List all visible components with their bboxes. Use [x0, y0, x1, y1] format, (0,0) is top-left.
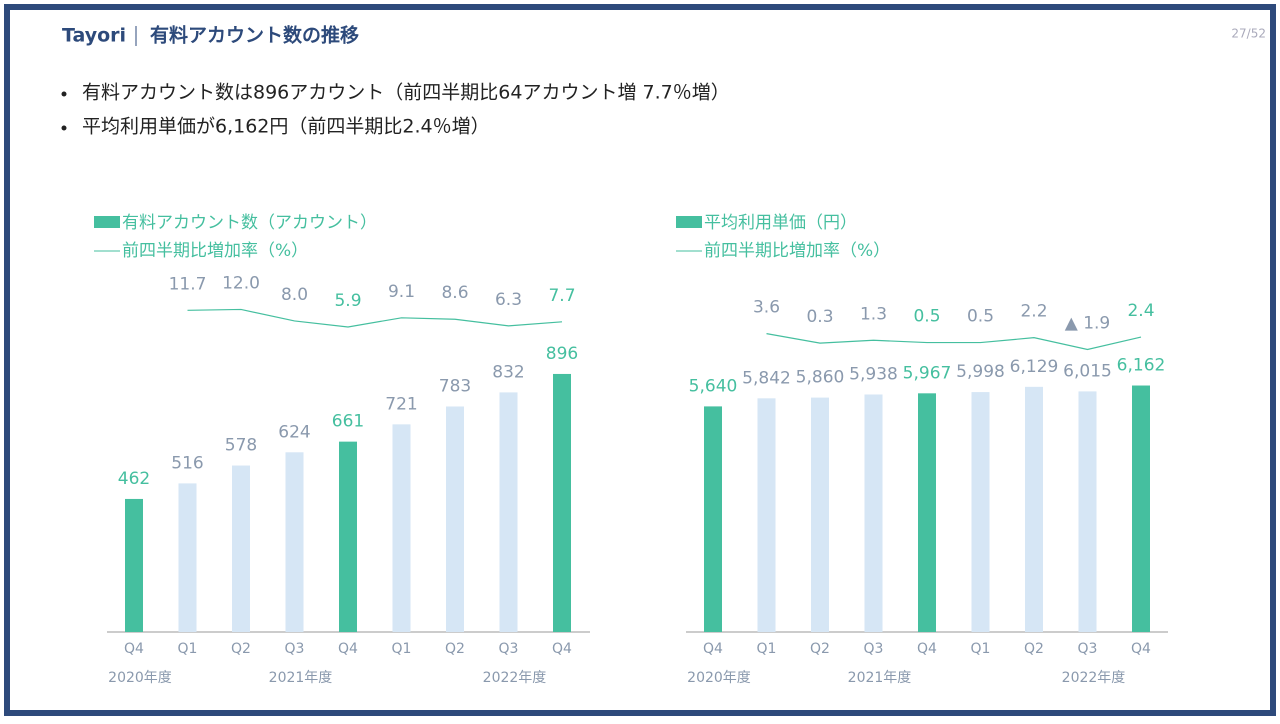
legend-swatch [676, 216, 702, 228]
line-label: 8.0 [281, 285, 308, 305]
line-label: 2.4 [1127, 301, 1154, 321]
bar-label: 462 [118, 469, 150, 489]
bar-label: 624 [278, 422, 310, 442]
bar-label: 5,860 [796, 368, 845, 388]
bar-label: 721 [385, 394, 417, 414]
bar [704, 406, 722, 632]
x-tick-label: Q3 [499, 641, 519, 657]
bar [499, 392, 518, 632]
bullet-dot [61, 125, 67, 131]
x-tick-label: Q4 [1131, 641, 1151, 657]
bullet: 平均利用単価が6,162円（前四半期比2.4％増） [82, 116, 490, 138]
line-label: 3.6 [753, 298, 780, 318]
period-label: 2022年度 [483, 670, 547, 686]
line-label: 7.7 [548, 286, 575, 306]
brand: Tayori [62, 25, 126, 47]
bar [339, 441, 357, 632]
line-label: 0.5 [913, 307, 940, 327]
period-label: 2020年度 [108, 670, 172, 686]
legend-label: 有料アカウント数（アカウント） [122, 213, 377, 233]
period-label: 2021年度 [848, 670, 912, 686]
x-tick-label: Q4 [917, 641, 937, 657]
line-label: 0.5 [967, 307, 994, 327]
x-tick-label: Q3 [1078, 641, 1098, 657]
x-tick-label: Q3 [864, 641, 884, 657]
bar [1025, 386, 1043, 632]
line [187, 308, 563, 328]
frame [4, 4, 1276, 716]
bar [864, 394, 883, 632]
legend-label: 平均利用単価（円） [704, 213, 857, 233]
legend-label: 前四半期比増加率（%） [704, 241, 890, 261]
x-tick-label: Q4 [124, 641, 144, 657]
line-label: 0.3 [806, 307, 833, 327]
x-tick-label: Q2 [810, 641, 830, 657]
x-tick-label: Q2 [445, 641, 465, 657]
bar-label: 6,129 [1010, 357, 1059, 377]
line-label: 8.6 [441, 283, 468, 303]
bar [392, 424, 411, 632]
line [766, 333, 1142, 351]
bar [446, 406, 464, 632]
bar-label: 578 [225, 436, 257, 456]
bar [1078, 391, 1097, 632]
bar [232, 465, 250, 632]
line-label: 6.3 [495, 290, 522, 310]
bar-label: 832 [492, 362, 524, 382]
bar-label: 6,162 [1117, 356, 1166, 376]
x-tick-label: Q1 [757, 641, 777, 657]
bar-label: 5,842 [742, 368, 791, 388]
bar-label: 661 [332, 412, 364, 432]
x-tick-label: Q2 [231, 641, 251, 657]
bar [918, 393, 936, 632]
x-tick-label: Q1 [392, 641, 412, 657]
line-label: 1.3 [860, 304, 887, 324]
line-label: 12.0 [222, 273, 260, 293]
x-tick-label: Q1 [178, 641, 198, 657]
title: 有料アカウント数の推移 [150, 24, 359, 47]
line-label: 5.9 [334, 291, 361, 311]
period-label: 2022年度 [1062, 670, 1126, 686]
bar-label: 783 [439, 376, 471, 396]
legend-label: 前四半期比増加率（%） [122, 241, 308, 261]
line-label: ▲ 1.9 [1065, 313, 1111, 333]
bar-label: 5,938 [849, 364, 898, 384]
line-label: 9.1 [388, 282, 415, 302]
bar [553, 373, 571, 632]
bar [178, 483, 197, 632]
bar [971, 392, 990, 632]
line-label: 11.7 [169, 274, 207, 294]
x-tick-label: Q4 [703, 641, 723, 657]
x-tick-label: Q1 [971, 641, 991, 657]
bar [285, 452, 304, 632]
page-number: 27/52 [1231, 27, 1266, 41]
bar [1132, 385, 1150, 632]
line-label: 2.2 [1020, 302, 1047, 322]
x-tick-label: Q3 [285, 641, 305, 657]
bar [125, 498, 143, 632]
bullet: 有料アカウント数は896アカウント（前四半期比64アカウント増 7.7％増） [82, 82, 730, 104]
x-tick-label: Q2 [1024, 641, 1044, 657]
bullet-dot [61, 91, 67, 97]
period-label: 2021年度 [269, 670, 333, 686]
bar-label: 5,998 [956, 362, 1005, 382]
period-label: 2020年度 [687, 670, 751, 686]
legend-swatch [94, 216, 120, 228]
bar [757, 398, 776, 632]
x-tick-label: Q4 [338, 641, 358, 657]
bar-label: 5,640 [689, 376, 738, 396]
x-tick-label: Q4 [552, 641, 572, 657]
bar-label: 6,015 [1063, 361, 1112, 381]
bar-label: 516 [171, 453, 203, 473]
bar-label: 5,967 [903, 363, 952, 383]
bar [811, 397, 829, 632]
bar-label: 896 [546, 344, 578, 364]
